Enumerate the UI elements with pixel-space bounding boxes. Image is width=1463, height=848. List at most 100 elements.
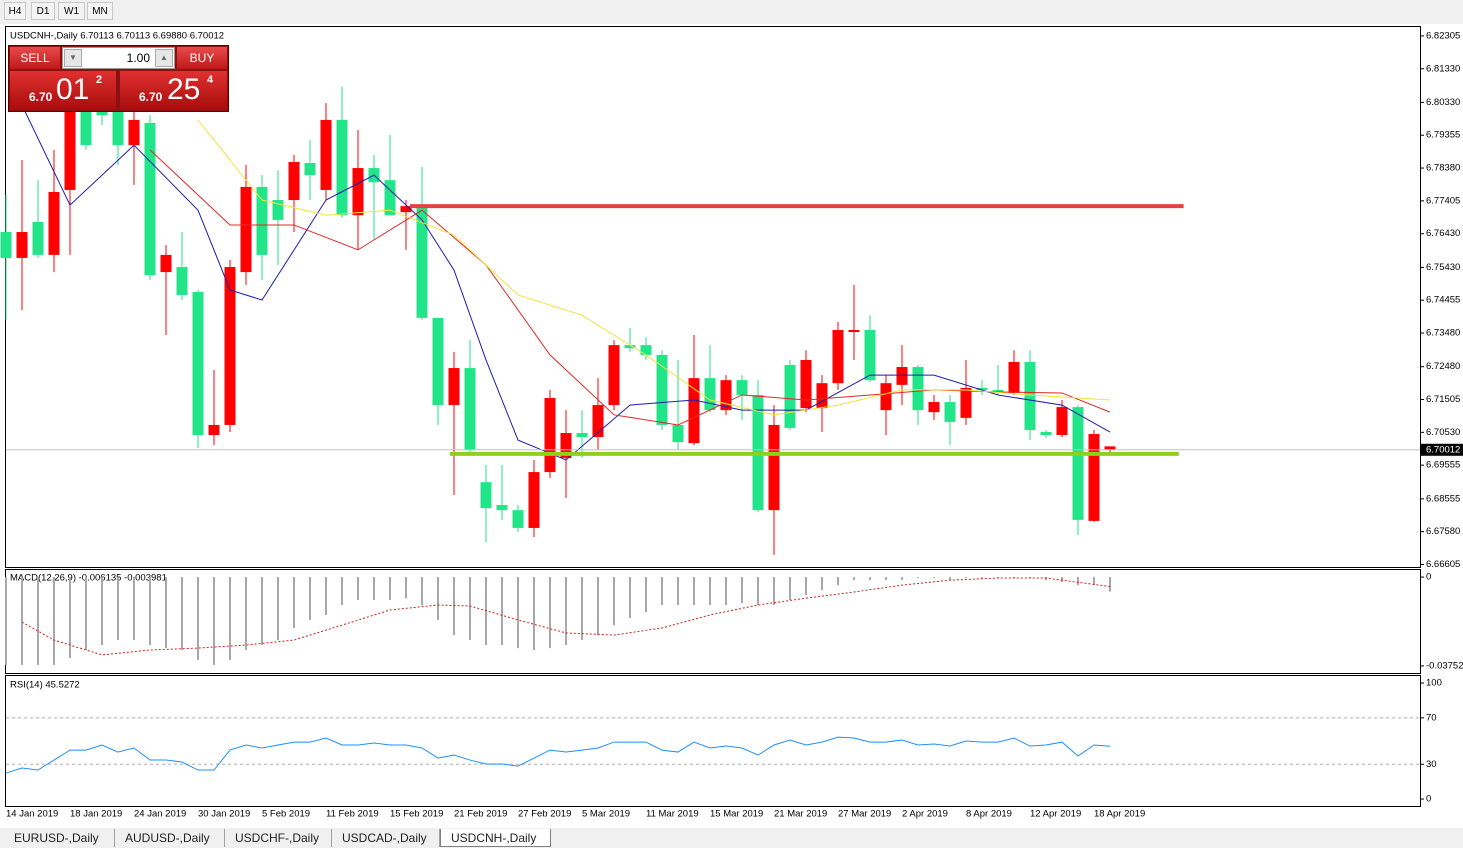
x-tick-label: 15 Feb 2019 (390, 809, 443, 820)
symbol-tab[interactable]: USDCHF-,Daily (225, 829, 332, 847)
symbol-tab[interactable]: USDCNH-,Daily (440, 829, 551, 847)
candle-body (768, 424, 780, 511)
panel-title: RSI(14) 45.5272 (10, 680, 80, 691)
candle-body (832, 329, 844, 384)
buy-price-box[interactable] (120, 71, 227, 110)
moving-average (21, 104, 1111, 461)
y-tick-label: 6.66605 (1426, 559, 1460, 570)
y-tick-label: 70 (1426, 712, 1437, 723)
chart-background (0, 0, 1463, 828)
candle-body (128, 119, 140, 146)
x-tick-label: 30 Jan 2019 (198, 809, 250, 820)
current-price-label: 6.70012 (1426, 444, 1460, 455)
candle-body (1104, 446, 1116, 450)
candle-body (976, 387, 988, 390)
candle-body (800, 359, 812, 409)
candle-body (880, 383, 892, 411)
y-tick-label: 6.81330 (1426, 63, 1460, 74)
timeframe-button[interactable]: H4 (4, 2, 26, 20)
x-tick-label: 11 Feb 2019 (326, 809, 379, 820)
candle-body (240, 186, 252, 273)
symbol-tab[interactable]: USDCAD-,Daily (332, 829, 440, 847)
y-tick-label: 6.75430 (1426, 262, 1460, 273)
candle-body (144, 122, 156, 276)
y-tick-label: 6.71505 (1426, 394, 1460, 405)
candle-body (1072, 407, 1084, 520)
buy-big-figure: 6.70 (139, 90, 163, 104)
x-tick-label: 2 Apr 2019 (902, 809, 948, 820)
candle-body (512, 510, 524, 528)
candle-body (80, 110, 92, 146)
current-price-box (1421, 443, 1463, 456)
candle-body (672, 424, 684, 443)
candle-body (640, 345, 652, 355)
candle-body (464, 368, 476, 451)
candle-body (848, 329, 860, 333)
sell-price-box[interactable] (10, 71, 116, 110)
sell-fraction: 2 (96, 74, 103, 86)
timeframe-button[interactable]: D1 (31, 2, 55, 20)
candle-body (528, 472, 540, 528)
lot-value[interactable]: 1.00 (126, 51, 150, 65)
y-tick-label: 6.79355 (1426, 130, 1460, 141)
y-tick-label: 6.77405 (1426, 195, 1460, 206)
symbol-tab[interactable]: AUDUSD-,Daily (115, 829, 225, 847)
symbol-tab[interactable]: EURUSD-,Daily (4, 829, 115, 847)
candle-body (720, 380, 732, 411)
candle-body (1024, 361, 1036, 430)
lot-decrease[interactable]: ▼ (64, 49, 82, 67)
y-tick-label: 6.82305 (1426, 30, 1460, 41)
candle-body (448, 368, 460, 406)
rsi-line (5, 736, 1111, 774)
candle-body (112, 110, 124, 146)
y-tick-label: 0 (1426, 572, 1431, 583)
y-tick-label: -0.037529 (1426, 660, 1463, 671)
candle-body (816, 383, 828, 409)
candle-body (896, 367, 908, 385)
candle-body (960, 387, 972, 418)
candle-body (96, 110, 108, 116)
candle-body (288, 161, 300, 201)
sell-button[interactable]: SELL (10, 47, 60, 69)
timeframe-button[interactable]: MN (87, 2, 113, 20)
candle-body (272, 200, 284, 220)
y-tick-label: 6.74455 (1426, 295, 1460, 306)
lot-increase[interactable]: ▲ (155, 49, 173, 67)
candle-body (608, 345, 620, 406)
moving-average (149, 149, 1111, 426)
candle-body (928, 402, 940, 413)
candle-body (624, 345, 636, 349)
candle-body (864, 329, 876, 381)
x-tick-label: 18 Jan 2019 (70, 809, 122, 820)
candle-body (1056, 407, 1068, 436)
x-tick-label: 8 Apr 2019 (966, 809, 1012, 820)
candle-body (256, 186, 268, 255)
x-tick-label: 11 Mar 2019 (646, 809, 699, 820)
sell-pips: 01 (56, 73, 90, 106)
buy-button[interactable]: BUY (177, 47, 227, 69)
x-tick-label: 21 Mar 2019 (774, 809, 827, 820)
candle-body (160, 254, 172, 273)
macd-signal (21, 577, 1111, 656)
candle-body (32, 221, 44, 255)
y-tick-label: 6.67580 (1426, 526, 1460, 537)
candle-body (560, 433, 572, 458)
candle-body (736, 380, 748, 395)
y-tick-label: 6.73480 (1426, 328, 1460, 339)
rsi-panel-border (5, 675, 1421, 807)
timeframe-button[interactable]: W1 (58, 2, 85, 20)
candle-body (656, 354, 668, 425)
panel-title: MACD(12,26,9) -0.006135 -0.003981 (10, 573, 167, 584)
candle-body (784, 365, 796, 428)
sell-big-figure: 6.70 (29, 90, 53, 104)
y-tick-label: 6.68555 (1426, 493, 1460, 504)
candle-body (592, 405, 604, 438)
x-tick-label: 12 Apr 2019 (1030, 809, 1081, 820)
candle-body (496, 505, 508, 511)
candle-body (432, 317, 444, 406)
candle-body (1040, 432, 1052, 436)
candle-body (384, 180, 396, 216)
candle-body (176, 267, 188, 295)
